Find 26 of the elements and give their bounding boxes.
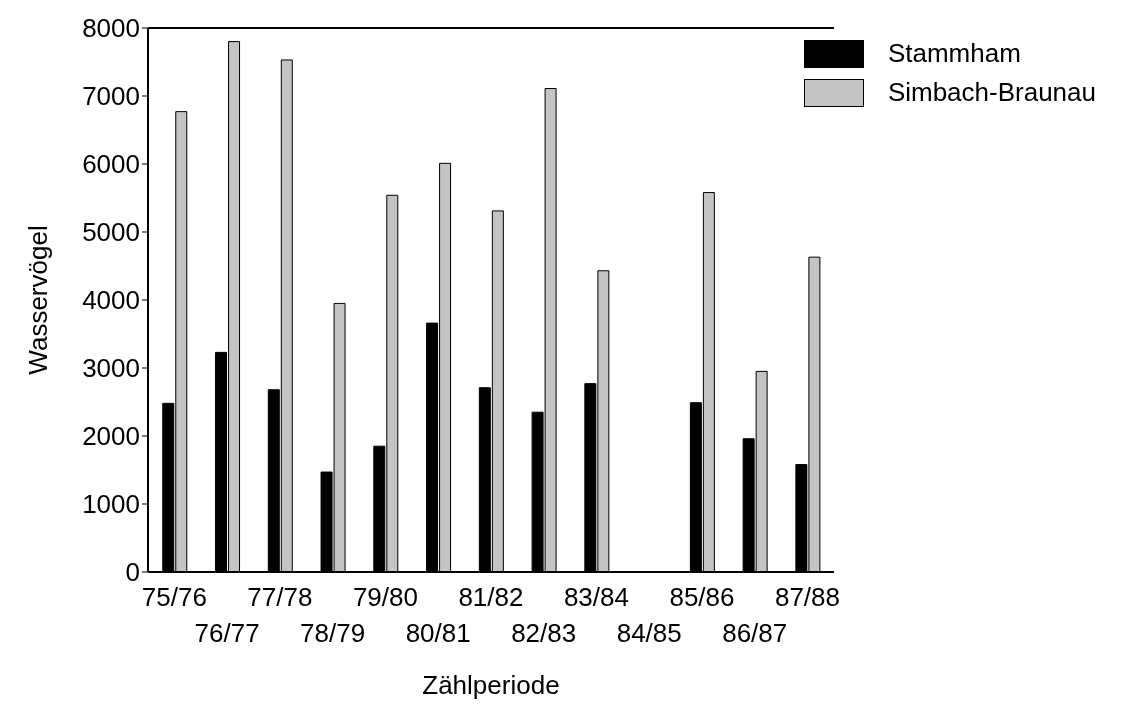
x-tick-label: 85/86 (669, 582, 735, 612)
legend-label: Stammham (887, 38, 1021, 69)
x-tick-label: 77/78 (247, 582, 313, 612)
x-tick-label: 75/76 (141, 582, 207, 612)
y-tick-label: 6000 (82, 149, 140, 180)
x-tick-label: 76/77 (194, 618, 260, 648)
x-tick-label: 86/87 (722, 618, 788, 648)
y-tick-label: 3000 (82, 353, 140, 384)
x-tick-label: 83/84 (563, 582, 629, 612)
x-tick-label: 87/88 (774, 582, 841, 612)
x-axis-title: Zählperiode (422, 670, 560, 700)
y-tick-label: 0 (125, 557, 140, 588)
x-tick-label: 84/85 (616, 618, 682, 648)
y-tick-label: 8000 (82, 13, 140, 44)
y-axis-title: Wasservögel (23, 225, 54, 375)
legend-label: Simbach-Braunau (887, 77, 1096, 108)
y-tick-label: 1000 (82, 489, 140, 520)
x-tick-label: 82/83 (511, 618, 577, 648)
y-tick-label: 5000 (82, 217, 140, 248)
x-tick-label: 79/80 (352, 582, 418, 612)
y-tick-label: 7000 (82, 81, 140, 112)
y-tick-label: 2000 (82, 421, 140, 452)
x-tick-label: 78/79 (300, 618, 366, 648)
x-tick-label: 81/82 (458, 582, 524, 612)
y-tick-label: 4000 (82, 285, 140, 316)
x-tick-label: 80/81 (405, 618, 471, 648)
